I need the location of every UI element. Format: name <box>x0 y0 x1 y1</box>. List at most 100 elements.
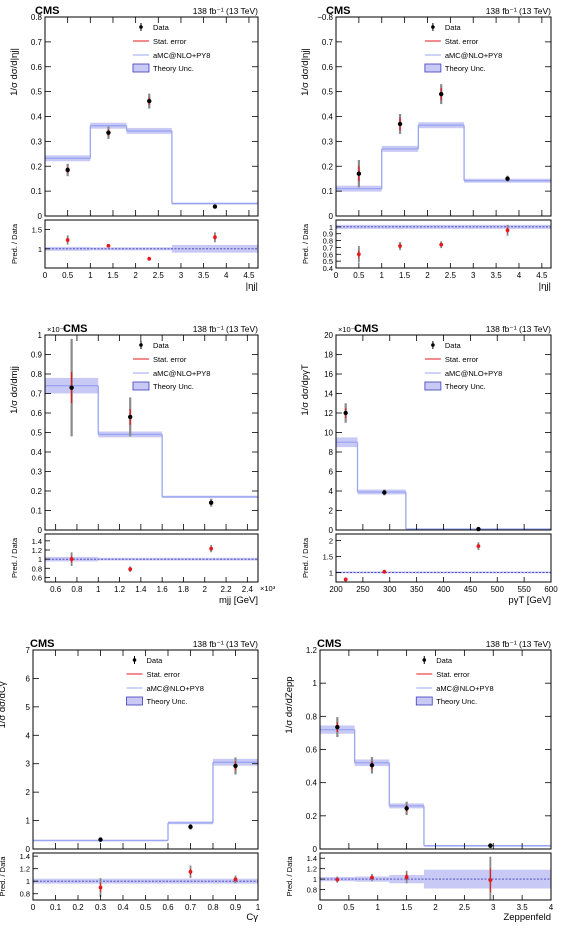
y-axis-label: 1/σ dσ/d|ηj| <box>300 48 311 96</box>
main-plot-frame <box>335 334 552 531</box>
x-tick-label: 2.2 <box>220 585 232 594</box>
ratio-y-tick-label: 1.4 <box>307 854 317 863</box>
legend-theory-swatch <box>126 696 143 706</box>
y-tick-label: 6 <box>26 674 31 683</box>
legend-stat-label: Stat. error <box>147 670 181 679</box>
y-tick-label: 1 <box>38 331 43 340</box>
legend-data-label: Data <box>153 341 170 350</box>
experiment-label: CMS <box>35 5 59 17</box>
y-tick-label: 0 <box>38 212 43 221</box>
x-tick-label: 0 <box>318 903 323 912</box>
y-tick-label: 0.4 <box>306 779 318 788</box>
ratio-y-tick-label: 1.2 <box>307 865 317 874</box>
y-tick-label: 0.6 <box>306 746 318 755</box>
x-tick-label: 200 <box>329 585 343 594</box>
ratio-point <box>69 557 74 562</box>
x-tick-label: 4 <box>549 903 554 912</box>
experiment-label: CMS <box>354 323 378 335</box>
y-tick-label: 4 <box>26 731 31 740</box>
ratio-y-tick-label: 1.2 <box>32 546 42 555</box>
legend-data-marker <box>132 658 137 662</box>
experiment-label: CMS <box>326 5 350 17</box>
ratio-point <box>213 235 217 240</box>
ratio-y-tick-label: 1 <box>38 245 42 254</box>
y-tick-label: 2 <box>26 788 31 797</box>
x-tick-label: 0.4 <box>117 903 129 912</box>
ratio-y-tick-label: 0.8 <box>20 890 30 899</box>
data-point <box>188 824 193 830</box>
y-axis-label: 1/σ dσ/dpγT <box>300 364 311 416</box>
x-tick-label: 4 <box>224 271 229 280</box>
data-point <box>488 843 493 848</box>
data-point <box>397 121 403 127</box>
ratio-plot-frame <box>32 852 259 901</box>
y-tick-label: 1.2 <box>306 646 318 655</box>
y-tick-label: 0 <box>313 845 318 854</box>
ratio-y-tick-label: 1 <box>26 877 30 886</box>
legend-data-marker <box>431 343 435 347</box>
experiment-label: CMS <box>30 638 54 650</box>
x-tick-label: 2 <box>433 903 438 912</box>
legend-stat-label: Stat. error <box>153 355 187 364</box>
x-tick-label: 2.5 <box>445 271 457 280</box>
x-tick-label: 1.5 <box>401 903 413 912</box>
y-tick-label: 0.2 <box>31 487 43 496</box>
legend-data-label: Data <box>147 656 164 665</box>
ratio-point <box>188 869 193 874</box>
ratio-plot-frame <box>44 533 259 583</box>
ratio-y-tick-label: 1 <box>329 223 333 232</box>
legend-data-marker <box>139 343 143 347</box>
x-tick-label: 3 <box>471 271 476 280</box>
lumi-label: 138 fb⁻¹ (13 TeV) <box>193 639 258 649</box>
x-tick-label: 2 <box>133 271 138 280</box>
data-point <box>69 385 74 390</box>
y-tick-label: 0.3 <box>322 137 334 146</box>
legend-data-marker <box>431 25 435 29</box>
y-tick-label: 18 <box>324 351 333 360</box>
y-tick-label: 8 <box>329 448 334 457</box>
x-tick-label: 0.8 <box>71 585 83 594</box>
data-point <box>212 204 218 209</box>
x-tick-label: 350 <box>410 585 424 594</box>
y-tick-label: 0.5 <box>31 88 43 97</box>
legend-stat-label: Stat. error <box>445 37 479 46</box>
legend-theory-label: Theory Unc. <box>436 697 477 706</box>
x-tick-label: 450 <box>464 585 478 594</box>
data-point <box>505 176 510 181</box>
x-tick-label: 4.5 <box>536 271 548 280</box>
experiment-label: CMS <box>63 323 87 335</box>
ratio-y-tick-label: 1 <box>329 568 333 577</box>
ratio-y-axis-label: Pred. / Data <box>301 537 310 578</box>
ratio-theory-band <box>405 571 551 574</box>
data-point <box>343 410 348 416</box>
x-tick-label: 3.5 <box>491 271 503 280</box>
ratio-y-tick-label: 0.9 <box>323 230 333 239</box>
y-tick-label: −0.8 <box>317 13 333 22</box>
x-tick-label: 1.4 <box>135 585 147 594</box>
y-axis-label: 1/σ dσ/dZepp <box>284 676 295 733</box>
x-tick-label: 2 <box>203 585 208 594</box>
x-tick-label: 550 <box>517 585 531 594</box>
x-tick-label: 1.6 <box>157 585 169 594</box>
y-tick-label: 7 <box>26 646 31 655</box>
ratio-point <box>404 875 409 879</box>
lumi-label: 138 fb⁻¹ (13 TeV) <box>486 6 551 16</box>
legend-mc-label: aMC@NLO+PY8 <box>153 369 210 378</box>
ratio-y-tick-label: 2 <box>329 536 333 545</box>
y-tick-label: 2 <box>329 507 334 516</box>
y-tick-label: 0.5 <box>322 88 334 97</box>
x-tick-label: 3.5 <box>517 903 529 912</box>
ratio-point <box>439 242 444 247</box>
y-exponent: ×10⁻³ <box>338 325 358 334</box>
y-axis-label: 1/σ dσ/dmjj <box>9 366 20 414</box>
y-tick-label: 0.5 <box>31 429 43 438</box>
x-tick-label: 1 <box>256 903 261 912</box>
x-tick-label: 1 <box>88 271 93 280</box>
y-tick-label: 5 <box>26 703 31 712</box>
data-point <box>476 526 481 532</box>
x-tick-label: 0.5 <box>140 903 152 912</box>
x-tick-label: 1 <box>380 271 385 280</box>
ratio-y-tick-label: 0.8 <box>323 237 333 246</box>
legend-theory-swatch <box>132 381 150 391</box>
